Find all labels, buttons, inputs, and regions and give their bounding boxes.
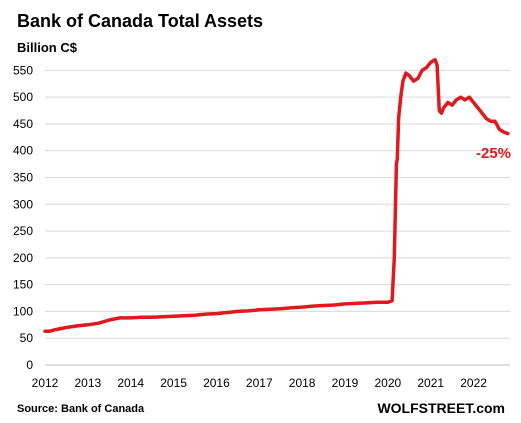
y-tick-label: 200 bbox=[13, 251, 33, 265]
x-tick-label: 2016 bbox=[203, 376, 230, 390]
x-tick-label: 2022 bbox=[460, 376, 487, 390]
series-line-total-assets bbox=[43, 57, 510, 334]
y-tick-label: 50 bbox=[20, 331, 34, 345]
chart-title: Bank of Canada Total Assets bbox=[17, 11, 263, 31]
chart-subtitle: Billion C$ bbox=[17, 40, 78, 55]
x-tick-label: 2013 bbox=[75, 376, 102, 390]
y-tick-label: 100 bbox=[13, 304, 33, 318]
brand-logo: WOLFSTREET.com bbox=[377, 400, 505, 416]
y-tick-label: 450 bbox=[13, 117, 33, 131]
y-tick-label: 400 bbox=[13, 144, 33, 158]
x-tick-label: 2018 bbox=[289, 376, 316, 390]
y-tick-label: 150 bbox=[13, 278, 33, 292]
x-tick-label: 2019 bbox=[332, 376, 359, 390]
annotation-pct-change: -25% bbox=[476, 145, 511, 162]
y-tick-label: 500 bbox=[13, 90, 33, 104]
x-tick-label: 2014 bbox=[117, 376, 144, 390]
x-tick-label: 2017 bbox=[246, 376, 273, 390]
y-tick-label: 0 bbox=[26, 358, 33, 372]
y-tick-label: 250 bbox=[13, 224, 33, 238]
source-note: Source: Bank of Canada bbox=[17, 403, 145, 415]
x-tick-label: 2021 bbox=[417, 376, 444, 390]
y-tick-label: 350 bbox=[13, 171, 33, 185]
gridlines bbox=[45, 69, 510, 339]
x-tick-label: 2015 bbox=[160, 376, 187, 390]
y-axis-ticks: 0 50 100 150 200 250 300 350 400 450 500 550 bbox=[13, 63, 33, 372]
x-tick-label: 2020 bbox=[375, 376, 402, 390]
x-axis-ticks: 2012 2013 2014 2015 2016 2017 2018 2019 2020 2021… bbox=[32, 376, 488, 390]
y-tick-label: 300 bbox=[13, 197, 33, 211]
x-tick-label: 2012 bbox=[32, 376, 59, 390]
y-tick-label: 550 bbox=[13, 63, 33, 77]
